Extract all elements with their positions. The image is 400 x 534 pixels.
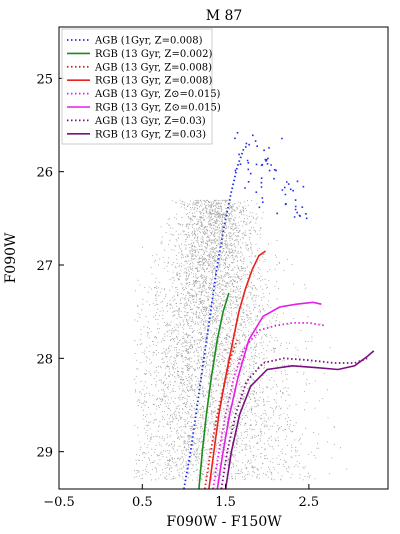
series-4-line	[212, 321, 326, 489]
y-tick-label: 28	[36, 352, 53, 367]
legend-entry: AGB (13 Gyr, Z=0.03)	[94, 116, 206, 127]
legend-entry: RGB (13 Gyr, Z=0.008)	[95, 76, 212, 87]
series-0-line	[183, 142, 252, 489]
star-points	[134, 199, 348, 481]
series-2-line	[203, 339, 239, 489]
legend-entry: AGB (13 Gyr, Z=0.008)	[94, 62, 212, 73]
series-7-line	[224, 350, 375, 489]
x-axis-title: F090W - F150W	[166, 514, 282, 530]
plot-frame	[58, 26, 389, 490]
y-tick-label: 26	[36, 166, 53, 181]
y-tick-label: 27	[36, 259, 53, 274]
series-6-line	[220, 357, 368, 489]
x-tick-label: −0.5	[43, 495, 75, 510]
legend-entry: AGB (1Gyr, Z=0.008)	[94, 36, 203, 47]
legend: AGB (1Gyr, Z=0.008) RGB (13 Gyr, Z=0.002)…	[61, 28, 221, 145]
legend-entry: RGB (13 Gyr, Z=0.03)	[95, 129, 206, 140]
legend-entry: RGB (13 Gyr, Z=0.002)	[95, 49, 212, 60]
x-tick-label: 0.5	[132, 495, 153, 510]
star-scatter	[134, 132, 348, 481]
x-axis: −0.5 0.5 1.5 2.5	[43, 484, 319, 510]
y-axis: 25 26 27 28 29	[36, 72, 64, 461]
y-axis-title: F090W	[3, 232, 19, 283]
x-tick-label: 2.5	[299, 495, 320, 510]
x-tick-label: 1.5	[215, 495, 236, 510]
legend-entry: RGB (13 Gyr, Z⊙=0.015)	[95, 103, 221, 114]
legend-box	[61, 28, 213, 145]
isochrone-layer	[183, 142, 375, 489]
y-tick-label: 29	[36, 446, 53, 461]
y-tick-label: 25	[36, 72, 53, 87]
series-3-line	[208, 250, 267, 489]
legend-entry: AGB (13 Gyr, Z⊙=0.015)	[94, 89, 221, 100]
series-5-line	[216, 301, 322, 489]
series-1-line	[198, 292, 230, 489]
chart-title: M 87	[206, 8, 243, 24]
